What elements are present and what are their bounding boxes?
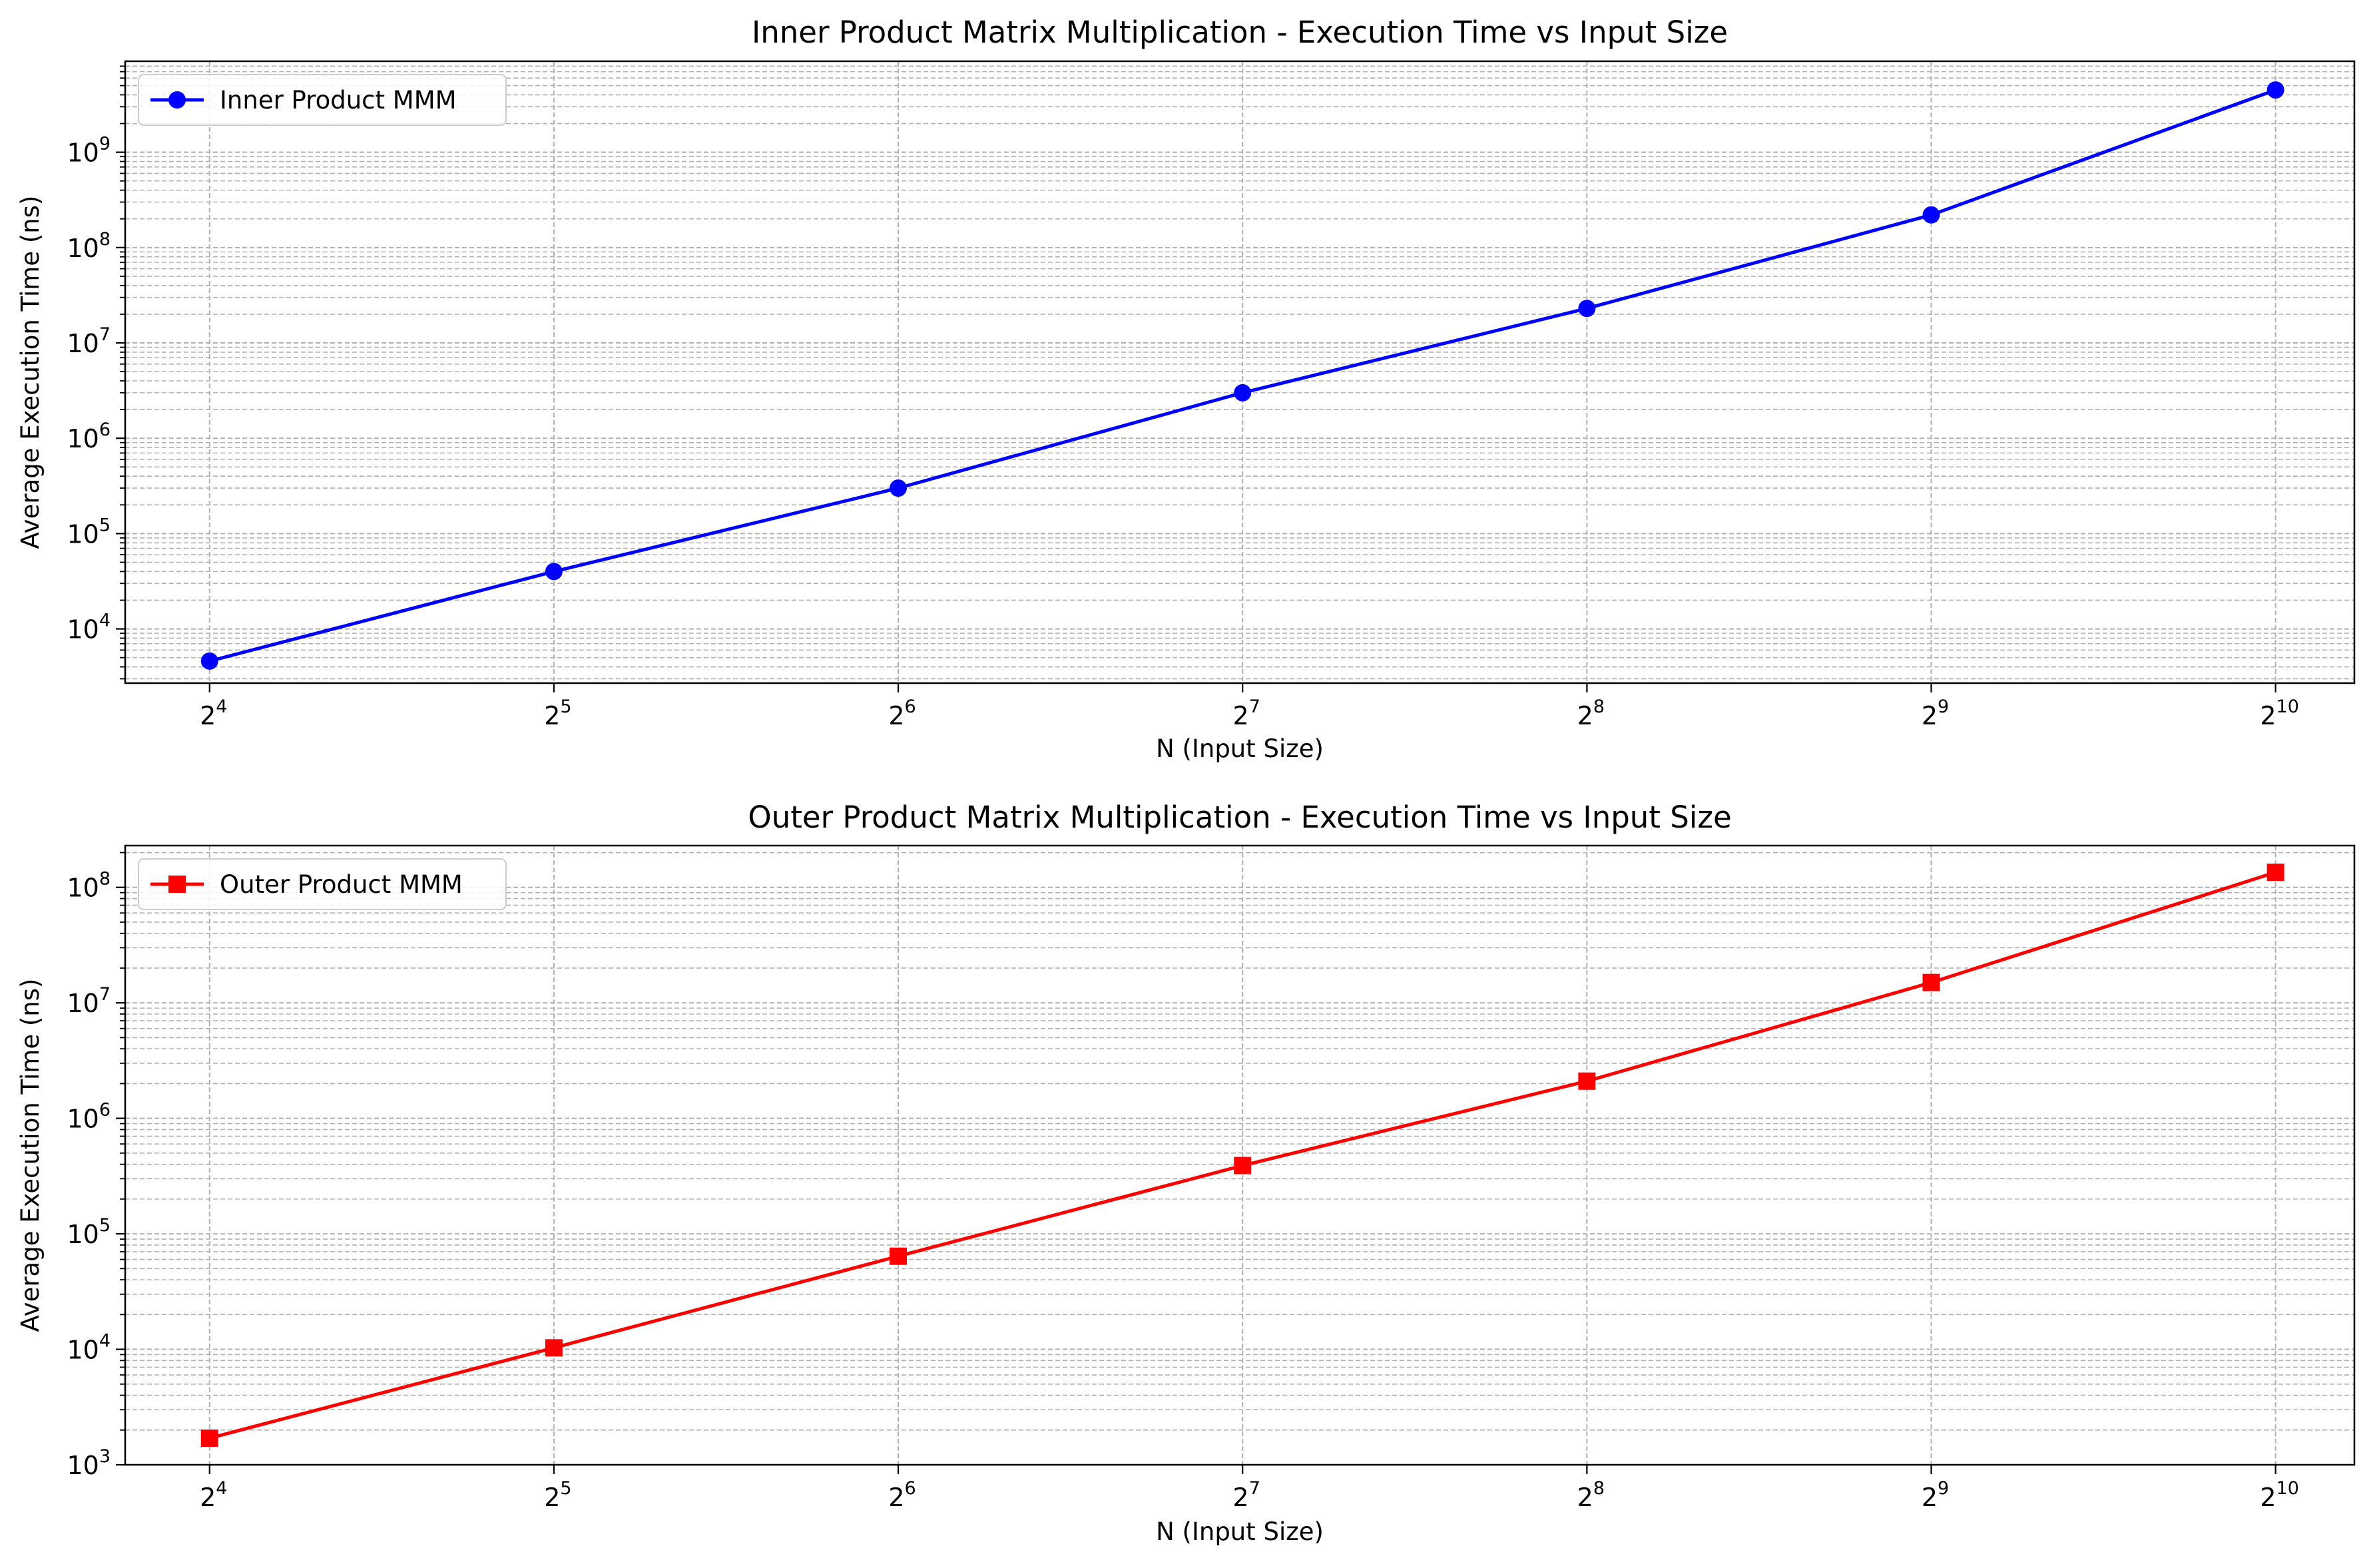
data-point <box>2266 81 2284 99</box>
legend: Outer Product MMM <box>138 858 507 910</box>
x-tick-label: 29 <box>1922 696 1949 730</box>
inner-product-chart: 104 105 106 107 108 109 24 25 26 27 28 29 210 Inner P… <box>16 15 2356 763</box>
y-tick-label: 106 <box>67 419 111 453</box>
y-tick-label: 107 <box>67 324 111 358</box>
y-tick-label: 107 <box>67 984 111 1018</box>
x-tick-label: 24 <box>200 1478 227 1512</box>
x-tick-label: 210 <box>2260 1478 2299 1512</box>
chart-title: Inner Product Matrix Multiplication - Ex… <box>752 15 1728 50</box>
data-point <box>890 1247 908 1265</box>
x-tick-label: 24 <box>200 696 227 730</box>
x-tick-label: 25 <box>544 1478 571 1512</box>
y-tick-label: 105 <box>67 515 111 549</box>
grid-lines <box>125 846 2354 1465</box>
data-point <box>200 652 218 670</box>
data-point <box>1234 1157 1252 1175</box>
chart-title: Outer Product Matrix Multiplication - Ex… <box>748 800 1731 835</box>
x-tick-label: 27 <box>1233 696 1260 730</box>
y-tick-label: 106 <box>67 1100 111 1134</box>
y-tick-label: 108 <box>67 869 111 903</box>
y-axis-label: Average Execution Time (ns) <box>16 196 45 549</box>
x-tick-label: 27 <box>1233 1478 1260 1512</box>
series-0 <box>200 864 2284 1447</box>
legend-box <box>138 74 507 126</box>
x-tick-label: 29 <box>1922 1478 1949 1512</box>
legend-box <box>138 858 507 910</box>
legend-label: Inner Product MMM <box>220 86 457 115</box>
data-point <box>200 1430 218 1447</box>
y-tick-label: 108 <box>67 229 111 263</box>
y-tick-label: 103 <box>67 1446 111 1480</box>
x-tick-label: 28 <box>1577 1478 1605 1512</box>
x-axis-label: N (Input Size) <box>1156 734 1324 763</box>
data-point <box>2266 864 2284 882</box>
data-point <box>890 479 908 497</box>
outer-product-chart: 103 104 105 106 107 108 24 25 26 27 28 29 210 Outer P… <box>16 800 2356 1546</box>
x-tick-label: 26 <box>888 696 916 730</box>
plot-frame <box>124 844 2356 1466</box>
x-axis-label: N (Input Size) <box>1156 1517 1324 1546</box>
legend-marker <box>168 91 186 109</box>
legend: Inner Product MMM <box>138 74 507 126</box>
x-tick-label: 28 <box>1577 696 1605 730</box>
series-0 <box>200 81 2284 670</box>
data-point <box>1578 300 1596 318</box>
x-tick-label: 26 <box>888 1478 916 1512</box>
legend-marker <box>168 876 186 893</box>
y-tick-label: 104 <box>67 611 111 645</box>
data-point <box>545 1339 563 1357</box>
x-tick-label: 25 <box>544 696 571 730</box>
data-point <box>1578 1072 1596 1090</box>
y-tick-label: 109 <box>67 134 111 168</box>
y-tick-label: 105 <box>67 1215 111 1249</box>
data-point <box>545 563 563 581</box>
data-point <box>1922 206 1940 224</box>
x-tick-label: 210 <box>2260 696 2299 730</box>
grid-lines <box>125 61 2354 683</box>
data-point <box>1234 384 1252 401</box>
data-point <box>1922 973 1940 991</box>
legend-label: Outer Product MMM <box>220 870 463 899</box>
y-tick-label: 104 <box>67 1331 111 1365</box>
y-axis-label: Average Execution Time (ns) <box>16 979 45 1332</box>
